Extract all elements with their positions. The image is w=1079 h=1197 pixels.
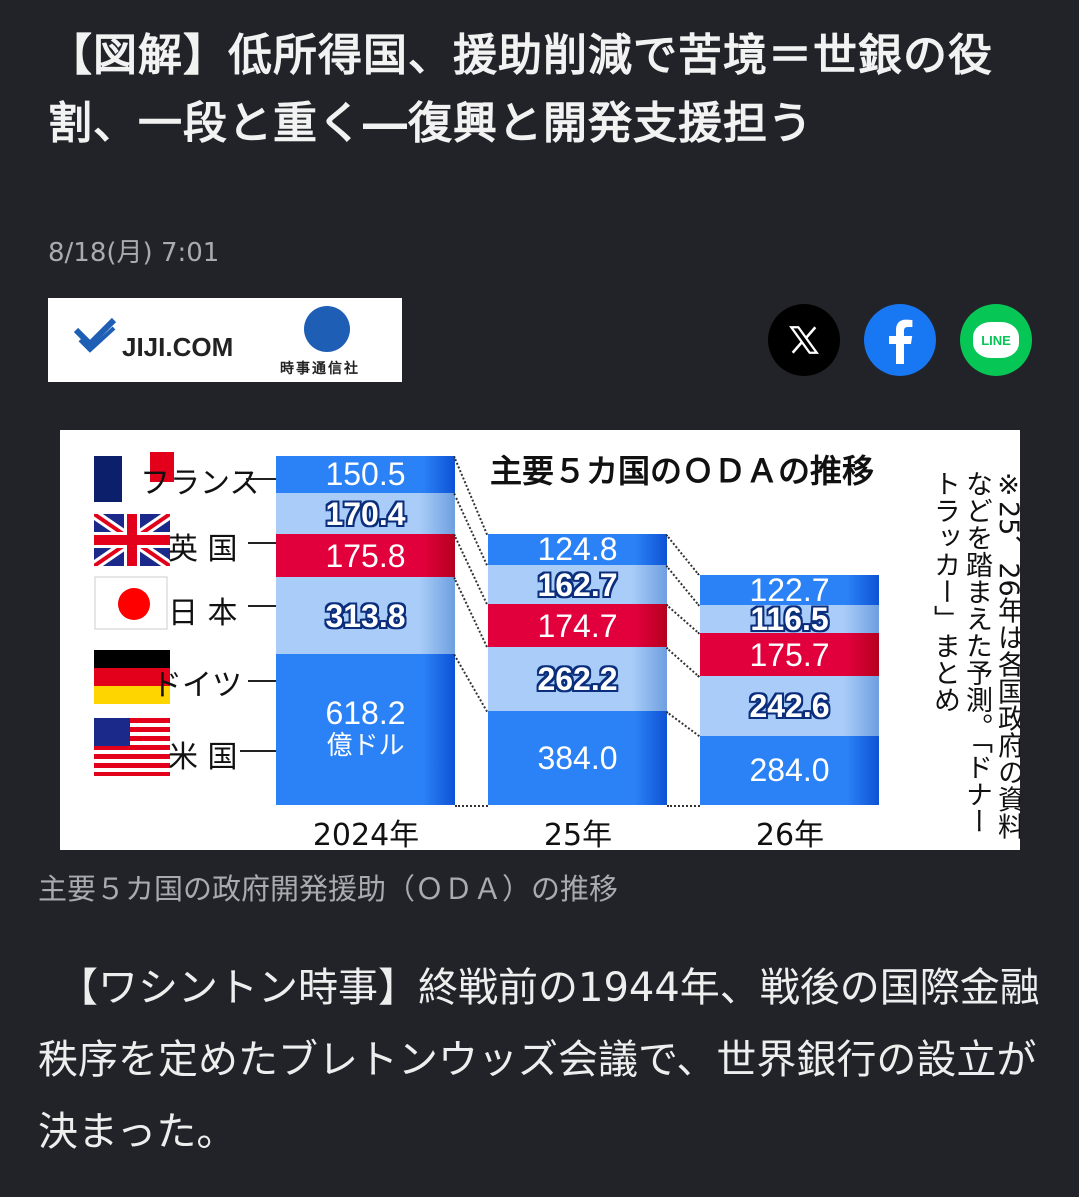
data-label: 170.4 [325,495,406,532]
data-label: 175.8 [325,537,406,574]
logo-text: JIJI.COM [122,332,234,362]
us-flag-icon [94,718,170,776]
bar-segment-us: 618.2 億ドル [276,653,455,805]
bar-segment-japan: 174.7 [488,604,667,648]
share-facebook-button[interactable] [864,304,936,376]
connector-line [453,653,488,713]
leader-line [248,542,276,544]
bar-segment-germany: 242.6 [700,676,879,736]
bar-segment-us: 384.0 [488,711,667,805]
bar-segment-france: 150.5 [276,455,455,493]
publisher-logo[interactable]: JIJI.COM 時事通信社 [48,298,402,382]
oda-chart: 主要５カ国のＯＤＡの推移 ※25、26年は各国政府の資料などを踏まえた予測。「ド… [60,430,1020,850]
chart-note: ※25、26年は各国政府の資料などを踏まえた予測。「ドナートラッカー」まとめ [929,470,1020,840]
leader-line [246,478,276,480]
connector-line [667,805,700,807]
bar-segment-germany: 262.2 [488,647,667,712]
bar-segment-france: 124.8 [488,531,667,568]
data-label: 313.8 [325,597,406,634]
data-label: 162.7 [537,566,618,603]
leader-line [248,605,276,607]
connector-line [453,577,488,648]
data-label: 124.8 [537,531,618,568]
data-label: 262.2 [537,661,618,698]
japan-flag-icon [94,576,168,630]
label-uk: 英 国 [168,532,238,567]
bar-segment-japan: 175.7 [700,633,879,677]
data-label: 116.5 [750,601,829,638]
article-body: 【ワシントン時事】終戦前の1944年、戦後の国際金融秩序を定めたブレトンウッズ会… [38,965,1040,1155]
connector-line [665,647,700,678]
data-label: 175.7 [749,636,830,673]
data-label: 618.2 [325,695,406,732]
germany-flag-icon [94,650,170,704]
label-us: 米 国 [168,740,238,775]
connector-line [453,455,488,535]
connector-line [453,534,488,606]
x-icon [789,326,819,354]
image-caption: 主要５カ国の政府開発援助（ＯＤＡ）の推移 [38,872,619,906]
bar-segment-uk: 116.5 [700,601,879,638]
article-date: 8/18(月) 7:01 [48,238,220,268]
leader-line [240,750,276,752]
share-line-button[interactable]: LINE [960,304,1032,376]
jiji-logo-icon [74,317,117,353]
data-label: 122.7 [749,571,830,608]
data-label: 174.7 [537,607,618,644]
label-germany: ドイツ [152,668,242,703]
connector-line [665,711,700,738]
share-x-button[interactable] [768,304,840,376]
x-tick-label: 2024年 [312,818,420,850]
data-label: 284.0 [749,752,830,789]
bar-segment-us: 284.0 [700,735,879,805]
bar-segment-japan: 175.8 [276,534,455,578]
bar-segment-uk: 162.7 [488,564,667,605]
bar-segment-uk: 170.4 [276,492,455,535]
facebook-icon [889,319,913,364]
line-label: LINE [981,332,1011,348]
jiji-emblem-icon [304,306,350,352]
x-tick-label: 26年 [755,818,825,850]
connector-line [665,604,700,635]
leader-line [248,680,276,682]
data-label: 242.6 [749,687,830,724]
line-icon: LINE [973,322,1019,358]
france-flag-icon [94,452,174,502]
label-japan: 日 本 [168,596,238,631]
data-label: 150.5 [325,456,406,493]
connector-line [455,805,488,807]
bar-segment-germany: 313.8 [276,577,455,654]
article-title: 【図解】低所得国、援助削減で苦境＝世銀の役割、一段と重く―復興と開発支援担う [48,30,993,149]
uk-flag-icon [94,514,170,566]
chart-title: 主要５カ国のＯＤＡの推移 [490,452,875,490]
label-france: フランス [140,466,260,501]
x-tick-label: 25年 [543,818,613,850]
unit-label: 億ドル [326,730,405,761]
logo-subtext: 時事通信社 [280,361,360,377]
bar-segment-france: 122.7 [700,571,879,608]
data-label: 384.0 [537,740,618,777]
